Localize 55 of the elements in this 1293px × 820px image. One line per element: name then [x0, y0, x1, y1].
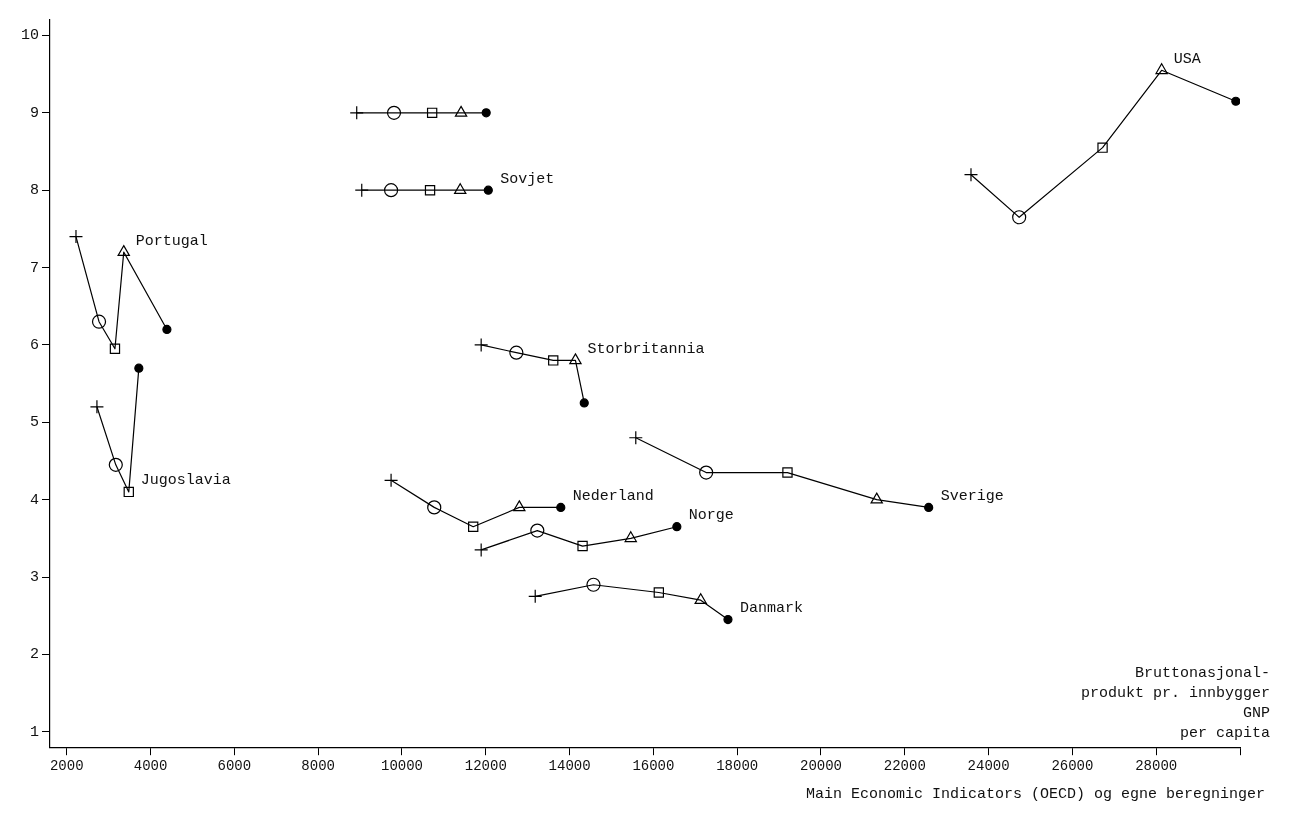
point — [699, 465, 714, 480]
x-tick-label: 6000 — [217, 758, 252, 775]
point — [579, 398, 589, 408]
x-tick-label: 28000 — [1135, 758, 1178, 775]
point — [1231, 96, 1240, 106]
point — [628, 430, 643, 445]
y-tick-label: 7 — [29, 259, 39, 277]
annotation: Portugal — [135, 232, 208, 250]
text: Main Economic Indicators (OECD) og egne beregninger — [805, 785, 1265, 803]
x-tick-label: 24000 — [967, 758, 1010, 775]
x-tick-label: 20000 — [799, 758, 842, 775]
y-tick-label: 4 — [29, 491, 39, 509]
x-tick-label: 12000 — [464, 758, 507, 775]
y-tick-label: 2 — [29, 646, 39, 664]
y-tick-label: 8 — [29, 182, 39, 200]
x-tick-label: 8000 — [301, 758, 335, 775]
y-tick-label: 5 — [29, 414, 39, 432]
point — [383, 473, 399, 488]
point — [963, 167, 979, 182]
annotation: Norge — [688, 507, 734, 525]
x-tick-label: 22000 — [883, 758, 926, 775]
x-tick-label: 16000 — [632, 758, 675, 775]
point — [556, 502, 566, 512]
point — [672, 522, 682, 532]
point — [383, 183, 399, 198]
point — [162, 324, 172, 335]
annotation: Sovjet — [500, 170, 555, 188]
annotation: Nederland — [572, 487, 654, 505]
x-tick-label: 2000 — [49, 758, 84, 775]
point — [386, 105, 402, 120]
annotation: Danmark — [739, 600, 803, 618]
x-axis-title: Bruttonasjonal- produkt pr. innbygger GNP per capita — [1080, 665, 1270, 743]
x-tick-label: 14000 — [548, 758, 591, 775]
annotation: USA — [1173, 50, 1201, 68]
y-tick-label: 6 — [29, 336, 39, 354]
point — [89, 399, 105, 414]
x-tick-label: 26000 — [1051, 758, 1094, 775]
point — [474, 337, 489, 353]
y-tick-label: 10 — [20, 27, 39, 45]
x-tick-label: 18000 — [716, 758, 759, 775]
x-tick-label: 10000 — [380, 758, 423, 775]
annotation: Storbritannia — [587, 340, 705, 358]
point — [483, 185, 493, 195]
y-tick-label: 9 — [29, 104, 39, 122]
point — [134, 363, 144, 373]
point — [528, 589, 543, 604]
annotation: Sverige — [940, 487, 1004, 505]
point — [68, 229, 84, 244]
x-tick-label: 4000 — [133, 758, 168, 775]
point — [474, 542, 489, 558]
point — [924, 502, 934, 512]
y-tick-label: 1 — [29, 723, 39, 741]
point — [481, 108, 491, 118]
y-tick-label: 3 — [29, 568, 39, 586]
annotation: Jugoslavia — [140, 472, 231, 490]
